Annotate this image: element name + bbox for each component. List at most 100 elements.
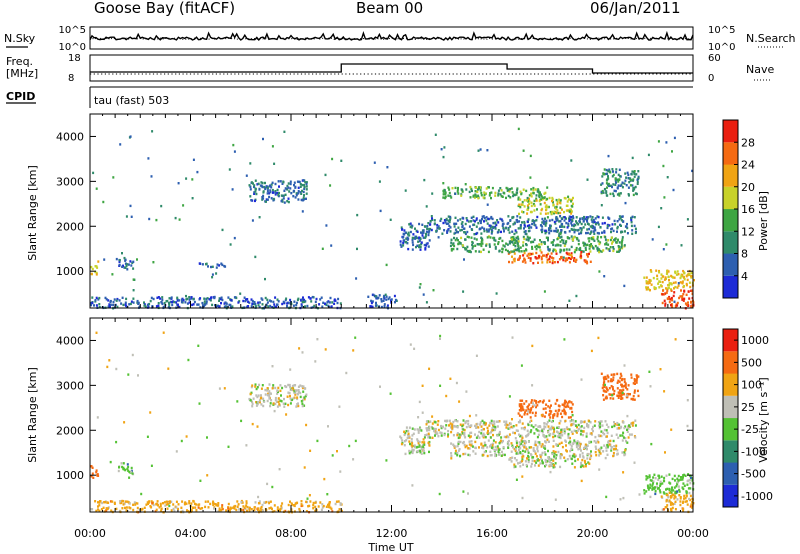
heatmap-cell	[328, 503, 331, 507]
heatmap-cell	[530, 399, 533, 402]
heatmap-cell	[265, 185, 268, 189]
heatmap-cell	[254, 255, 257, 259]
heatmap-cell	[579, 447, 582, 450]
heatmap-cell	[265, 500, 268, 504]
heatmap-cell	[521, 458, 524, 461]
heatmap-cell	[457, 436, 460, 440]
heatmap-cell	[124, 258, 127, 261]
heatmap-cell	[606, 224, 609, 228]
heatmap-cell	[233, 150, 236, 153]
heatmap-cell	[385, 459, 388, 462]
heatmap-cell	[112, 176, 115, 179]
heatmap-cell	[684, 500, 687, 503]
heatmap-cell	[449, 244, 452, 248]
x-tick-label: 12:00	[376, 527, 408, 540]
heatmap-cell	[126, 467, 129, 471]
heatmap-cell	[274, 191, 277, 195]
heatmap-cell	[548, 406, 551, 409]
heatmap-cell	[422, 449, 425, 453]
heatmap-cell	[633, 216, 636, 219]
heatmap-cell	[467, 236, 470, 239]
heatmap-cell	[649, 385, 652, 388]
heatmap-cell	[660, 273, 663, 276]
heatmap-cell	[574, 228, 577, 232]
colorbar-tick-label: 12	[741, 225, 755, 238]
heatmap-cell	[607, 376, 610, 379]
heatmap-cell	[188, 500, 191, 503]
heatmap-cell	[585, 231, 587, 235]
heatmap-cell	[257, 182, 260, 185]
heatmap-cell	[606, 431, 609, 435]
heatmap-cell	[557, 229, 559, 232]
heatmap-cell	[669, 482, 672, 485]
heatmap-cell	[558, 198, 561, 201]
heatmap-cell	[385, 298, 388, 301]
heatmap-cell	[625, 440, 627, 443]
heatmap-cell	[610, 447, 613, 450]
heatmap-cell	[402, 244, 405, 247]
heatmap-cell	[305, 188, 308, 191]
heatmap-cell	[682, 500, 685, 503]
heatmap-cell	[258, 188, 261, 191]
heatmap-cell	[480, 191, 483, 195]
heatmap-cell	[672, 294, 675, 298]
x-tick-label: 08:00	[275, 527, 307, 540]
heatmap-cell	[457, 440, 460, 444]
heatmap-cell	[478, 446, 480, 449]
heatmap-cell	[616, 187, 619, 190]
heatmap-cell	[588, 252, 590, 256]
heatmap-cell	[646, 287, 648, 291]
heatmap-cell	[417, 431, 420, 434]
heatmap-cell	[486, 222, 489, 225]
heatmap-cell	[630, 216, 633, 219]
heatmap-cell	[539, 249, 542, 252]
heatmap-cell	[532, 447, 535, 450]
heatmap-cell	[584, 248, 587, 251]
heatmap-cell	[321, 247, 324, 250]
heatmap-cell	[470, 187, 473, 191]
heatmap-cell	[480, 241, 483, 244]
heatmap-cell	[217, 510, 220, 513]
heatmap-cell	[417, 442, 420, 445]
heatmap-cell	[690, 276, 693, 279]
heatmap-cell	[250, 385, 253, 389]
heatmap-cell	[220, 508, 223, 512]
y-tick-label: 3000	[56, 379, 84, 392]
heatmap-cell	[651, 479, 654, 482]
heatmap-cell	[454, 425, 457, 428]
heatmap-cell	[501, 224, 504, 227]
heatmap-cell	[463, 258, 465, 261]
heatmap-cell	[520, 192, 523, 196]
heatmap-cell	[552, 439, 555, 442]
heatmap-cell	[245, 298, 247, 301]
heatmap-cell	[616, 230, 618, 233]
heatmap-cell	[506, 423, 509, 427]
heatmap-cell	[253, 506, 256, 509]
heatmap-cell	[622, 431, 625, 434]
heatmap-cell	[612, 373, 615, 376]
heatmap-cell	[290, 388, 293, 391]
heatmap-cell	[631, 421, 634, 425]
heatmap-cell	[635, 173, 638, 176]
heatmap-cell	[553, 413, 556, 416]
heatmap-cell	[633, 172, 636, 175]
heatmap-cell	[211, 265, 214, 268]
heatmap-cell	[522, 455, 525, 458]
heatmap-cell	[261, 181, 264, 185]
heatmap-cell	[249, 195, 252, 198]
heatmap-cell	[587, 237, 590, 240]
heatmap-cell	[556, 426, 559, 429]
heatmap-cell	[523, 446, 526, 449]
heatmap-cell	[621, 236, 624, 239]
heatmap-cell	[425, 205, 428, 208]
heatmap-cell	[494, 221, 497, 224]
heatmap-cell	[653, 487, 656, 490]
heatmap-cell	[456, 219, 459, 222]
heatmap-cell	[492, 236, 495, 240]
heatmap-cell	[519, 256, 521, 259]
heatmap-cell	[477, 434, 479, 438]
heatmap-cell	[478, 219, 481, 222]
heatmap-cell	[522, 188, 525, 191]
heatmap-cell	[531, 247, 534, 250]
heatmap-cell	[262, 197, 265, 200]
